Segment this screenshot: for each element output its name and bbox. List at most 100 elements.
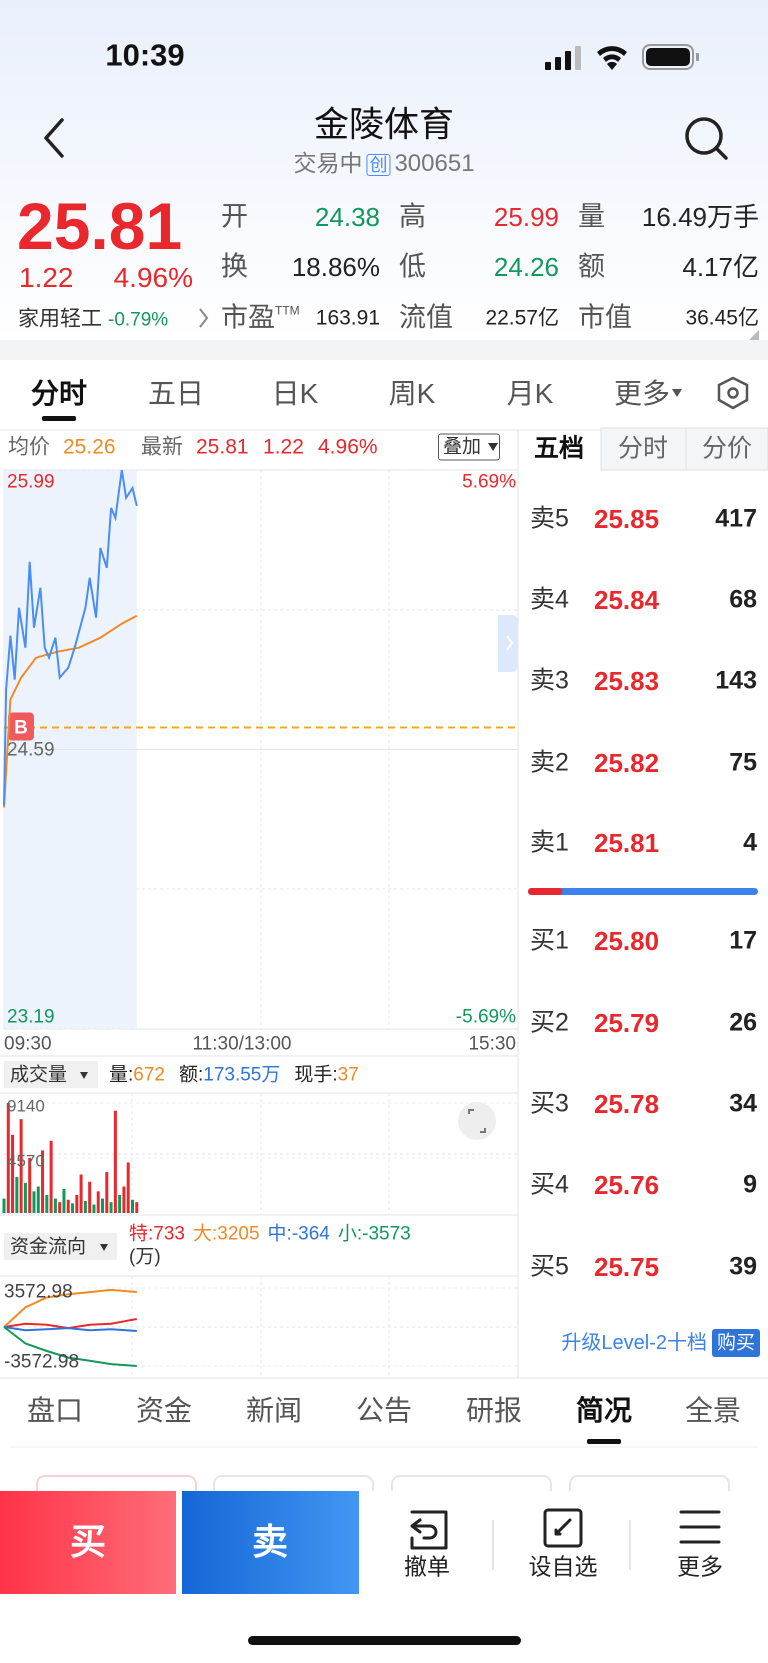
volume-bar [28,1158,32,1213]
book-qty: 34 [729,1089,757,1118]
book-price: 25.84 [594,585,660,615]
sell-action-bg[interactable] [182,1491,359,1594]
bottom-tab[interactable]: 研报 [465,1395,523,1426]
industry[interactable]: 家用轻工 -0.79% [18,309,168,330]
buy-action[interactable]: 买 [69,1521,107,1562]
bottom-tab[interactable]: 盘口 [26,1395,84,1426]
last-label: 最新 [141,435,183,459]
volume-bar [23,1182,27,1213]
settings-icon-dot [727,387,739,399]
change: 1.22 [19,262,74,293]
flow-stat-value: -364 [291,1223,330,1245]
book-qty: 143 [715,666,757,695]
volume-bar [118,1194,122,1213]
chart-tab[interactable]: 分时 [30,378,88,409]
tab-underline [42,416,76,421]
stat-value: 163.91 [315,306,380,330]
volume-bar [135,1202,139,1213]
volume-bar [131,1199,134,1213]
flow-selector-bg[interactable] [4,1233,117,1260]
volume-selector[interactable]: 成交量 [10,1066,67,1085]
price: 25.81 [17,189,183,263]
chart-tab[interactable]: 周K [388,378,436,409]
volume-bar [105,1172,109,1213]
last-value: 25.81 [196,435,249,459]
volume-bar [122,1186,126,1213]
book-label: 卖4 [530,585,569,614]
volume-bar [53,1198,57,1213]
buy-button-bg[interactable] [712,1329,760,1357]
flow-stat-label: 特: [129,1223,154,1245]
stat-label: 市值 [578,302,632,333]
flow-selector[interactable]: 资金流向 [10,1238,86,1257]
book-tab-bg [600,427,768,471]
sell-action[interactable]: 卖 [251,1521,289,1562]
volume-stat-value: 672 [133,1064,165,1086]
stat-label: 流值 [399,302,453,333]
time-label: 15:30 [468,1033,516,1055]
flow-stats: 特: 733 大: 3205 中: -364 小: -3573 [129,1225,411,1244]
volume-bar [113,1110,117,1213]
chart-tab[interactable]: 更多 [613,378,671,409]
book-qty: 4 [743,828,757,857]
y-tick-label: -3572.98 [4,1351,80,1373]
buy-button[interactable]: 购买 [716,1332,756,1354]
flow-unit: (万) [129,1246,161,1268]
panel-toggle[interactable] [498,615,518,672]
y-tick-label: 23.19 [7,1006,55,1028]
volume-selector-text: 成交量 [10,1064,68,1086]
book-qty: 68 [729,585,757,614]
search-button[interactable] [685,117,728,160]
book-qty: 39 [729,1252,757,1281]
bottom-tab[interactable]: 资金 [135,1395,193,1426]
expand-button[interactable] [458,1102,496,1140]
book-price: 25.83 [594,666,660,696]
trade-status: 交易中 [293,150,363,176]
bottom-tab[interactable]: 公告 [355,1395,413,1426]
chart-tab[interactable]: 月K [506,378,554,409]
back-button[interactable] [44,118,64,158]
book-qty: 17 [729,926,757,955]
action-item[interactable]: 撤单 [404,1553,450,1580]
book-price: 25.82 [594,748,660,778]
book-price: 25.75 [594,1252,660,1282]
action-item[interactable]: 设自选 [528,1553,598,1580]
more-caret[interactable] [672,389,682,397]
settings-icon[interactable] [717,376,749,410]
stat-label-text: 市盈 [221,302,275,333]
chart-tab[interactable]: 日K [271,378,319,409]
book-tab[interactable]: 分价 [701,434,753,463]
flow-stat-value: 3205 [217,1223,260,1245]
book-label: 买4 [530,1170,569,1199]
book-tab[interactable]: 分时 [617,434,669,463]
book-tab[interactable]: 五档 [533,434,585,463]
volume-bar [11,1134,15,1213]
book-price: 25.85 [594,504,660,534]
stock-code: 300651 [394,150,475,177]
stat-label: 低 [399,251,426,282]
volume-bar [58,1202,62,1213]
book-ratio-buy [528,888,563,895]
bottom-tab[interactable]: 新闻 [245,1395,303,1426]
bottom-tab[interactable]: 简况 [575,1395,633,1426]
expand-icon [468,1109,486,1133]
book-price: 25.76 [594,1170,660,1200]
industry-chevron[interactable] [199,308,209,328]
last-change: 1.22 [263,435,304,459]
stat-value: 4.17亿 [682,252,759,282]
volume-bar [75,1194,79,1213]
book-price: 25.78 [594,1089,660,1119]
volume-bar [101,1198,105,1213]
chart-tab[interactable]: 五日 [147,378,205,409]
bottom-tab[interactable]: 全景 [684,1395,742,1426]
upgrade-link[interactable]: 升级Level-2十档 [561,1332,707,1354]
book-qty: 75 [729,748,757,777]
book-qty: 26 [729,1008,757,1037]
corner-mark [749,330,759,340]
buy-action-bg[interactable] [0,1491,176,1594]
action-item[interactable]: 更多 [677,1553,723,1580]
book-price: 25.81 [594,828,660,858]
overlay-button[interactable]: 叠加 [437,433,501,461]
stat-value: 24.26 [493,252,559,282]
